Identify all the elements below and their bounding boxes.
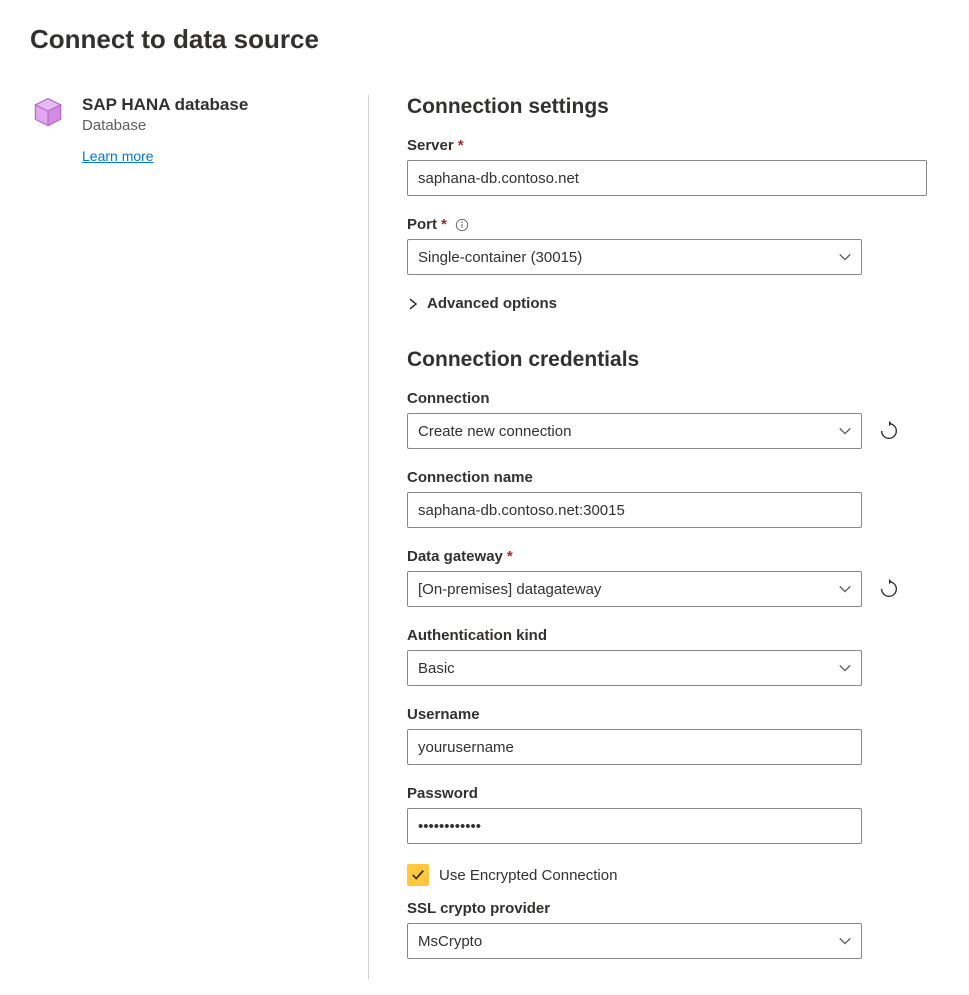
connection-select[interactable]: Create new connection xyxy=(407,413,862,449)
ssl-provider-field-group: SSL crypto provider MsCrypto xyxy=(407,900,939,959)
required-indicator: * xyxy=(441,216,447,233)
encrypted-checkbox-row: Use Encrypted Connection xyxy=(407,864,939,886)
connection-field-group: Connection Create new connection xyxy=(407,390,939,449)
data-gateway-field-row: [On-premises] datagateway xyxy=(407,571,939,607)
username-input[interactable] xyxy=(407,729,862,765)
ssl-provider-label: SSL crypto provider xyxy=(407,900,939,917)
ssl-provider-select[interactable]: MsCrypto xyxy=(407,923,862,959)
data-gateway-select-display: [On-premises] datagateway xyxy=(407,571,862,607)
server-label: Server * xyxy=(407,137,939,154)
chevron-right-icon xyxy=(407,298,419,310)
password-label-text: Password xyxy=(407,785,478,802)
connection-field-row: Create new connection xyxy=(407,413,939,449)
server-label-text: Server xyxy=(407,137,454,154)
ssl-provider-select-display: MsCrypto xyxy=(407,923,862,959)
port-label-text: Port xyxy=(407,216,437,233)
connection-select-display: Create new connection xyxy=(407,413,862,449)
refresh-icon[interactable] xyxy=(878,420,900,442)
page-title: Connect to data source xyxy=(30,24,939,55)
username-field-group: Username xyxy=(407,706,939,765)
connection-name-label: Connection name xyxy=(407,469,939,486)
connection-settings-heading: Connection settings xyxy=(407,95,939,119)
connection-label-text: Connection xyxy=(407,390,490,407)
required-indicator: * xyxy=(507,548,513,565)
auth-kind-label-text: Authentication kind xyxy=(407,627,547,644)
connection-name-field-group: Connection name xyxy=(407,469,939,528)
port-label: Port * xyxy=(407,216,939,233)
required-indicator: * xyxy=(458,137,464,154)
data-gateway-label: Data gateway * xyxy=(407,548,939,565)
check-icon xyxy=(411,868,425,882)
source-panel: SAP HANA database Database Learn more xyxy=(30,95,330,979)
content-row: SAP HANA database Database Learn more Co… xyxy=(30,95,939,979)
learn-more-link[interactable]: Learn more xyxy=(82,148,248,164)
auth-kind-field-group: Authentication kind Basic xyxy=(407,627,939,686)
data-gateway-label-text: Data gateway xyxy=(407,548,503,565)
auth-kind-label: Authentication kind xyxy=(407,627,939,644)
username-label-text: Username xyxy=(407,706,480,723)
data-gateway-select[interactable]: [On-premises] datagateway xyxy=(407,571,862,607)
auth-kind-select-display: Basic xyxy=(407,650,862,686)
password-label: Password xyxy=(407,785,939,802)
source-subtitle: Database xyxy=(82,117,248,134)
source-info: SAP HANA database Database Learn more xyxy=(82,95,248,979)
connection-name-label-text: Connection name xyxy=(407,469,533,486)
info-icon[interactable] xyxy=(455,218,469,232)
encrypted-checkbox-label: Use Encrypted Connection xyxy=(439,867,617,884)
advanced-options-label: Advanced options xyxy=(427,295,557,312)
server-input[interactable] xyxy=(407,160,927,196)
data-gateway-field-group: Data gateway * [On-premises] datagateway xyxy=(407,548,939,607)
advanced-options-toggle[interactable]: Advanced options xyxy=(407,295,939,312)
server-field-group: Server * xyxy=(407,137,939,196)
refresh-icon[interactable] xyxy=(878,578,900,600)
password-field-group: Password xyxy=(407,785,939,844)
database-cube-icon xyxy=(30,95,66,131)
port-select-display: Single-container (30015) xyxy=(407,239,862,275)
port-select[interactable]: Single-container (30015) xyxy=(407,239,862,275)
connection-label: Connection xyxy=(407,390,939,407)
encrypted-checkbox[interactable] xyxy=(407,864,429,886)
username-label: Username xyxy=(407,706,939,723)
connection-credentials-heading: Connection credentials xyxy=(407,348,939,372)
auth-kind-select[interactable]: Basic xyxy=(407,650,862,686)
form-panel: Connection settings Server * Port * Sing… xyxy=(368,95,939,979)
source-title: SAP HANA database xyxy=(82,95,248,115)
password-input[interactable] xyxy=(407,808,862,844)
ssl-provider-label-text: SSL crypto provider xyxy=(407,900,550,917)
connection-name-input[interactable] xyxy=(407,492,862,528)
port-field-group: Port * Single-container (30015) xyxy=(407,216,939,275)
